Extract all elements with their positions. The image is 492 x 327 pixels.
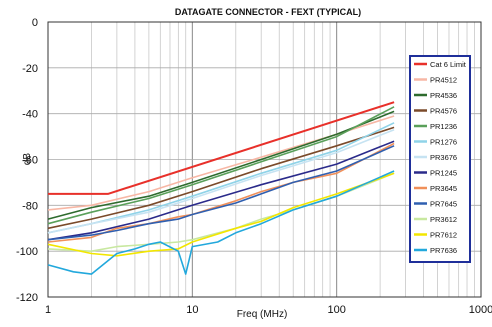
legend-label: PR1245 xyxy=(430,169,457,178)
legend-label: PR3676 xyxy=(430,153,457,162)
series-line xyxy=(47,170,395,275)
series-line xyxy=(47,115,395,211)
x-tick-label: 1000 xyxy=(469,304,492,316)
series-line xyxy=(47,128,395,234)
legend-label: PR3612 xyxy=(430,215,457,224)
legend-label: PR4536 xyxy=(430,91,457,100)
legend-label: PR1236 xyxy=(430,122,457,131)
legend-label: PR4576 xyxy=(430,107,457,116)
legend-items: Cat 6 Limit PR4512 PR4536 PR4576 PR1236 PR127… xyxy=(414,60,467,255)
legend-label: PR7612 xyxy=(430,231,457,240)
legend: Cat 6 Limit PR4512 PR4536 PR4576 PR1236 PR127… xyxy=(409,55,471,263)
legend-label: PR4512 xyxy=(430,76,457,85)
legend-label: PR7645 xyxy=(430,200,457,209)
legend-label: PR3645 xyxy=(430,184,457,193)
plot-frame xyxy=(47,21,482,298)
series-line xyxy=(47,145,395,241)
series-line xyxy=(47,110,395,220)
legend-box xyxy=(409,55,471,263)
y-tick-label: -60 xyxy=(22,155,38,167)
tick-labels: 0 -20 -40 -60 -80 -100 -120 1 10 100 1000 xyxy=(16,17,492,316)
x-tick-label: 1 xyxy=(45,304,51,316)
legend-label: Cat 6 Limit xyxy=(430,60,467,69)
y-tick-label: -40 xyxy=(22,109,38,121)
series-line xyxy=(47,106,395,225)
x-tick-label: 10 xyxy=(186,304,198,316)
y-tick-label: 0 xyxy=(32,17,38,29)
series-lines xyxy=(47,101,395,275)
legend-label: PR1276 xyxy=(430,138,457,147)
y-tick-label: -120 xyxy=(16,292,38,304)
x-tick-label: 100 xyxy=(327,304,345,316)
series-line xyxy=(48,101,395,195)
series-line xyxy=(47,172,395,257)
legend-label: PR7636 xyxy=(430,246,457,255)
series-line xyxy=(47,126,395,230)
series-line xyxy=(47,140,395,241)
y-tick-label: -20 xyxy=(22,63,38,75)
y-tick-label: -80 xyxy=(22,200,38,212)
y-axis-label: dB xyxy=(22,153,33,166)
chart-title: DATAGATE CONNECTOR - FEXT (TYPICAL) xyxy=(175,7,361,17)
y-tick-label: -100 xyxy=(16,246,38,258)
x-axis-label: Freq (MHz) xyxy=(237,309,288,320)
